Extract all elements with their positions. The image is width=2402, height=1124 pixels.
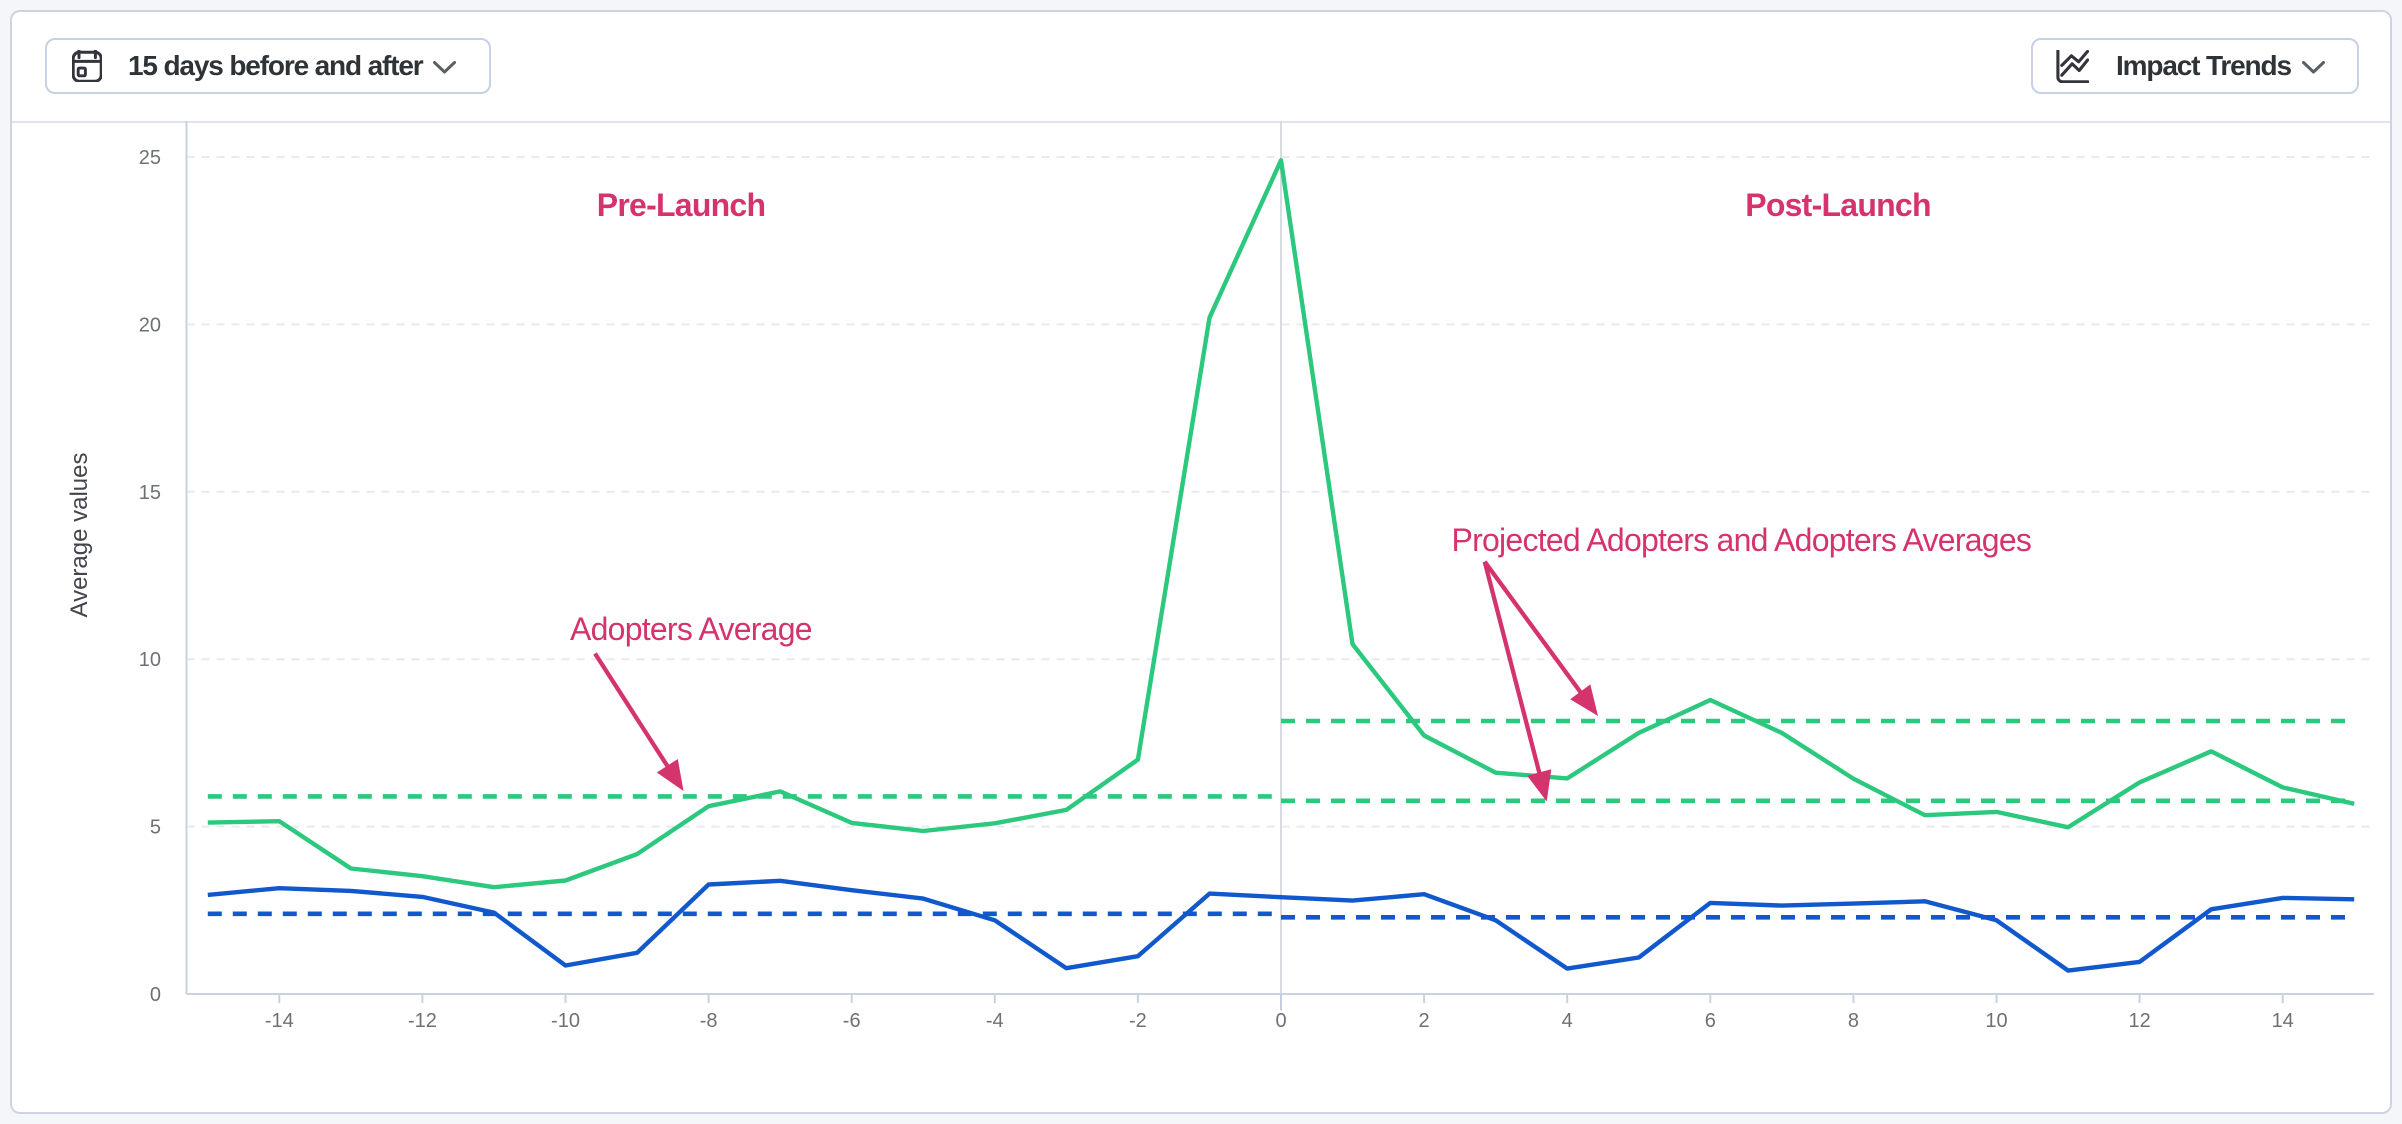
svg-text:6: 6 xyxy=(1705,1010,1716,1032)
svg-text:Projected Adopters and Adopter: Projected Adopters and Adopters Averages xyxy=(1452,522,2032,558)
svg-text:4: 4 xyxy=(1562,1010,1573,1032)
svg-text:-14: -14 xyxy=(265,1010,294,1032)
svg-text:12: 12 xyxy=(2128,1010,2150,1032)
svg-text:Average values: Average values xyxy=(66,453,93,618)
svg-text:10: 10 xyxy=(1985,1010,2007,1032)
svg-text:2: 2 xyxy=(1419,1010,1430,1032)
svg-text:-4: -4 xyxy=(986,1010,1004,1032)
svg-text:0: 0 xyxy=(1275,1010,1286,1032)
svg-text:Post-Launch: Post-Launch xyxy=(1745,187,1931,223)
svg-text:10: 10 xyxy=(139,649,161,671)
svg-text:15: 15 xyxy=(139,482,161,504)
svg-text:5: 5 xyxy=(150,817,161,839)
svg-text:-8: -8 xyxy=(700,1010,718,1032)
svg-text:-6: -6 xyxy=(843,1010,861,1032)
svg-text:-2: -2 xyxy=(1129,1010,1147,1032)
svg-text:0: 0 xyxy=(150,984,161,1006)
svg-text:Pre-Launch: Pre-Launch xyxy=(597,187,766,223)
svg-text:8: 8 xyxy=(1848,1010,1859,1032)
svg-text:14: 14 xyxy=(2272,1010,2294,1032)
svg-text:20: 20 xyxy=(139,314,161,336)
svg-text:-12: -12 xyxy=(408,1010,437,1032)
svg-text:Adopters Average: Adopters Average xyxy=(570,611,812,647)
svg-text:25: 25 xyxy=(139,147,161,169)
svg-text:-10: -10 xyxy=(551,1010,580,1032)
